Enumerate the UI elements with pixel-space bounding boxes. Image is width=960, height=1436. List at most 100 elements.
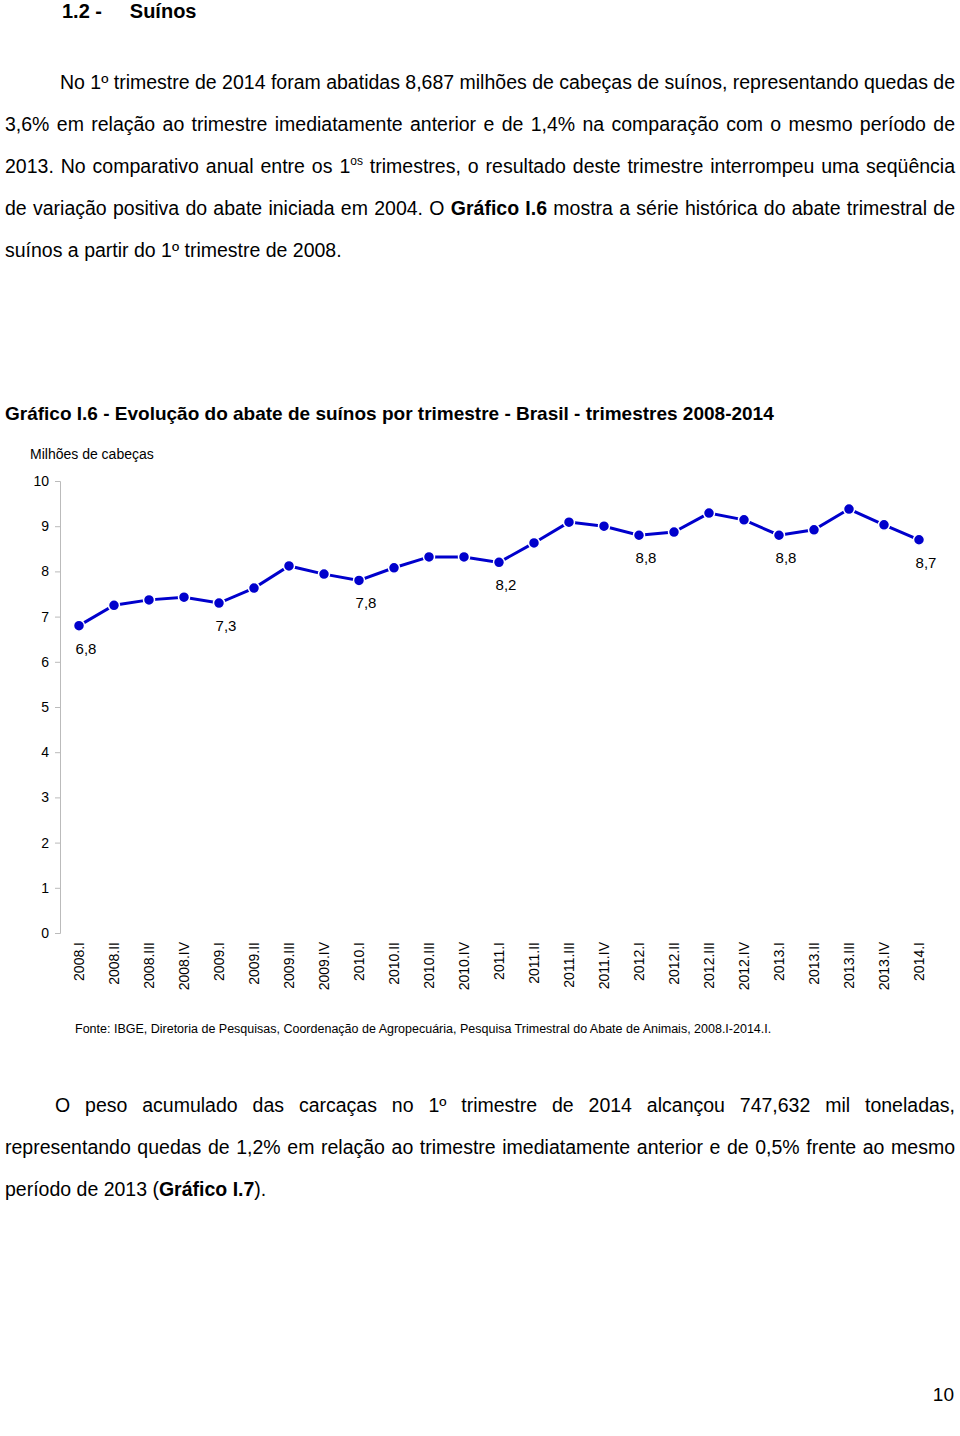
y-tick-label: 2 [41,835,49,851]
x-tick: 2014.I [911,942,927,981]
data-point [809,524,820,535]
text-run: O peso acumulado das carcaças no 1º trim… [5,1094,955,1200]
x-axis: 2008.I2008.II2008.III2008.IV2009.I2009.I… [71,941,927,990]
y-tick-label: 10 [33,473,49,489]
data-point [494,557,505,568]
data-label: 8,2 [496,576,517,593]
data-point [109,600,120,611]
y-tick: 5 [41,699,60,715]
x-tick-label: 2009.IV [316,941,332,990]
data-point [249,583,260,594]
data-point [669,527,680,538]
y-tick: 6 [41,654,60,670]
x-tick: 2013.I [771,942,787,981]
x-tick: 2012.I [631,942,647,981]
y-tick-mark [55,662,60,663]
x-tick: 2008.II [106,942,122,985]
y-tick: 9 [41,518,60,534]
data-point [704,508,715,519]
data-labels: 6,87,37,88,28,88,88,7 [76,549,937,656]
x-tick-label: 2012.II [666,942,682,985]
x-tick: 2008.I [71,942,87,981]
x-tick-label: 2010.I [351,942,367,981]
y-tick: 4 [41,744,60,760]
x-tick-label: 2009.II [246,942,262,985]
data-point [529,537,540,548]
x-tick-label: 2013.IV [876,941,892,990]
source-note: Fonte: IBGE, Diretoria de Pesquisas, Coo… [75,1022,771,1036]
x-tick: 2012.IV [736,941,752,990]
y-tick-label: 4 [41,744,49,760]
x-tick-label: 2008.II [106,942,122,985]
text-run: os [350,154,363,168]
x-tick: 2011.II [526,942,542,984]
chart-title: Gráfico I.6 - Evolução do abate de suíno… [5,403,774,424]
x-tick: 2011.I [491,942,507,980]
y-tick-mark [55,707,60,708]
x-tick: 2009.III [281,942,297,989]
data-point [319,569,330,580]
text-run: Gráfico I.6 [451,197,547,219]
y-tick-mark [55,752,60,753]
data-point [879,519,890,530]
x-tick: 2012.II [666,942,682,985]
y-tick-mark [55,843,60,844]
data-label: 8,8 [776,549,797,566]
y-tick-label: 0 [41,925,49,941]
data-point [144,594,155,605]
text-run: ). [254,1178,266,1200]
data-label: 7,3 [216,617,237,634]
y-tick-label: 7 [41,609,49,625]
y-tick-label: 9 [41,518,49,534]
data-point [74,620,85,631]
y-tick-label: 5 [41,699,49,715]
data-label: 7,8 [356,594,377,611]
x-tick: 2013.II [806,942,822,985]
paragraph: O peso acumulado das carcaças no 1º trim… [5,1084,955,1210]
y-tick-label: 1 [41,880,49,896]
x-tick: 2009.II [246,942,262,985]
y-axis-line [55,482,61,934]
x-tick-label: 2008.I [71,942,87,981]
x-tick: 2012.III [701,942,717,989]
y-tick: 0 [41,925,60,941]
x-tick-label: 2013.III [841,942,857,989]
data-point [179,592,190,603]
x-tick-label: 2010.IV [456,941,472,990]
data-point [214,598,225,609]
y-tick-mark [55,888,60,889]
x-tick: 2010.IV [456,941,472,990]
y-tick: 3 [41,789,60,805]
section-heading: 1.2 - Suínos [62,0,196,23]
y-tick-mark [55,617,60,618]
data-point [564,517,575,528]
x-tick-label: 2011.IV [596,941,612,989]
data-label: 6,8 [76,640,97,657]
y-tick-mark [55,797,60,798]
data-label: 8,8 [636,549,657,566]
x-tick-label: 2009.III [281,942,297,989]
x-tick-label: 2012.III [701,942,717,989]
x-tick: 2008.IV [176,941,192,990]
x-tick-label: 2012.I [631,942,647,981]
x-tick-label: 2011.I [491,942,507,980]
x-tick: 2011.III [561,942,577,988]
y-tick-mark [55,571,60,572]
y-tick-label: 8 [41,563,49,579]
y-axis: 0 1 2 3 4 5 6 7 8 9 10 [33,473,60,941]
x-tick-label: 2010.II [386,942,402,985]
x-tick: 2009.I [211,942,227,981]
x-tick-label: 2009.I [211,942,227,981]
y-tick-mark [55,526,60,527]
x-tick: 2013.III [841,942,857,989]
series-line [79,509,919,626]
data-point [844,504,855,515]
data-point [459,551,470,562]
y-tick-label: 3 [41,789,49,805]
x-tick: 2011.IV [596,941,612,989]
x-tick-label: 2011.II [526,942,542,984]
data-point [389,562,400,573]
data-point [424,551,435,562]
data-point [354,575,365,586]
data-point [599,521,610,532]
